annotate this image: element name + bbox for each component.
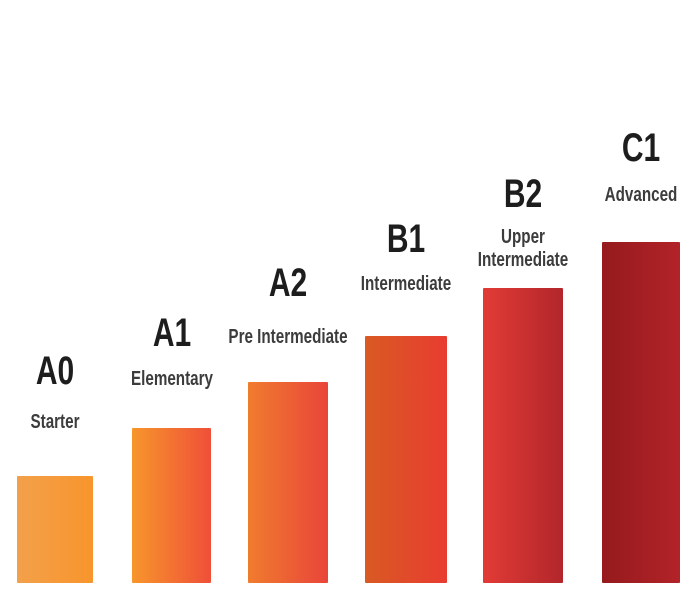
level-name-a2: Pre Intermediate xyxy=(228,326,348,348)
bar-b1 xyxy=(365,336,447,583)
level-code-b2: B2 xyxy=(503,172,543,216)
level-code-a0: A0 xyxy=(35,349,75,393)
level-name-b1: Intermediate xyxy=(360,273,452,295)
bar-a2 xyxy=(248,382,328,583)
level-code-a1: A1 xyxy=(152,311,191,355)
level-name-b2: Upper Intermediate xyxy=(477,226,569,271)
level-code-b1: B1 xyxy=(386,217,426,261)
level-code-a2: A2 xyxy=(268,261,308,305)
level-name-c1: Advanced xyxy=(604,184,678,206)
level-name-a0: Starter xyxy=(30,411,80,433)
bar-b2 xyxy=(483,288,563,583)
bar-c1 xyxy=(602,242,680,583)
level-code-c1: C1 xyxy=(621,126,661,170)
bar-a1 xyxy=(132,428,211,583)
level-name-a1: Elementary xyxy=(130,368,213,390)
bar-a0 xyxy=(17,476,93,583)
